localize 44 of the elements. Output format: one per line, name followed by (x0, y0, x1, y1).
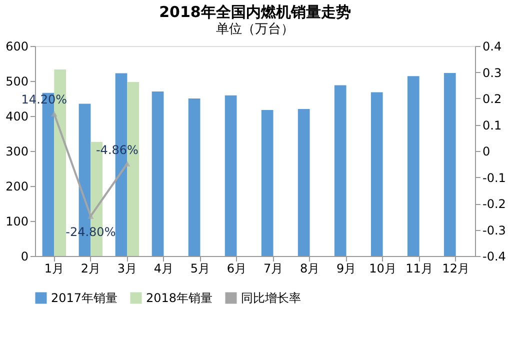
x-tick-label: 12月 (442, 262, 470, 276)
bar (188, 98, 200, 256)
legend-label: 同比增长率 (241, 291, 301, 305)
y2-tick-label: 0.1 (482, 118, 502, 132)
y-tick-label: 300 (6, 144, 28, 158)
x-tick-label: 11月 (406, 262, 433, 276)
y2-tick-label: 0.2 (482, 92, 502, 106)
y2-tick-label: 0.4 (482, 40, 502, 54)
y2-tick-label: -0.4 (482, 250, 506, 264)
y-tick-label: 100 (6, 214, 28, 228)
x-tick-label: 9月 (336, 262, 356, 276)
legend-label: 2017年销量 (51, 291, 118, 305)
y-tick-label: 400 (6, 110, 28, 124)
x-tick-label: 7月 (263, 262, 284, 276)
y-tick-label: 200 (6, 180, 28, 194)
y-tick-label: 500 (6, 74, 28, 88)
point (124, 161, 130, 166)
y2-tick-label: -0.3 (482, 223, 506, 238)
bar (370, 92, 383, 256)
x-tick-label: 3月 (117, 262, 138, 276)
y2-tick-label: 0 (482, 144, 490, 158)
y2-tick-label: -0.2 (482, 197, 506, 211)
x-tick-label: 4月 (154, 262, 174, 276)
x-tick-label: 6月 (226, 262, 247, 276)
bar (261, 110, 274, 256)
legend-label: 2018年销量 (146, 291, 213, 305)
x-tick-label: 2月 (80, 262, 101, 276)
x-tick-label: 1月 (44, 262, 64, 276)
x-tick-label: 10月 (369, 262, 396, 276)
bar (444, 72, 456, 256)
chart-subtitle: 单位（万台） (216, 22, 294, 37)
y2-tick-label: -0.1 (482, 170, 506, 185)
point (51, 110, 58, 116)
y2-tick-label: 0.3 (482, 66, 502, 80)
chart-title: 2018年全国内燃机销量走势 (159, 3, 351, 21)
bar (334, 85, 346, 256)
x-tick-label: 5月 (190, 262, 210, 276)
bar (298, 109, 310, 256)
y-tick-label: 600 (6, 40, 28, 54)
x-tick-label: 8月 (300, 262, 320, 276)
bar (152, 92, 164, 256)
bar (407, 76, 420, 256)
bar (224, 95, 237, 256)
y-tick-label: 0 (20, 250, 28, 264)
